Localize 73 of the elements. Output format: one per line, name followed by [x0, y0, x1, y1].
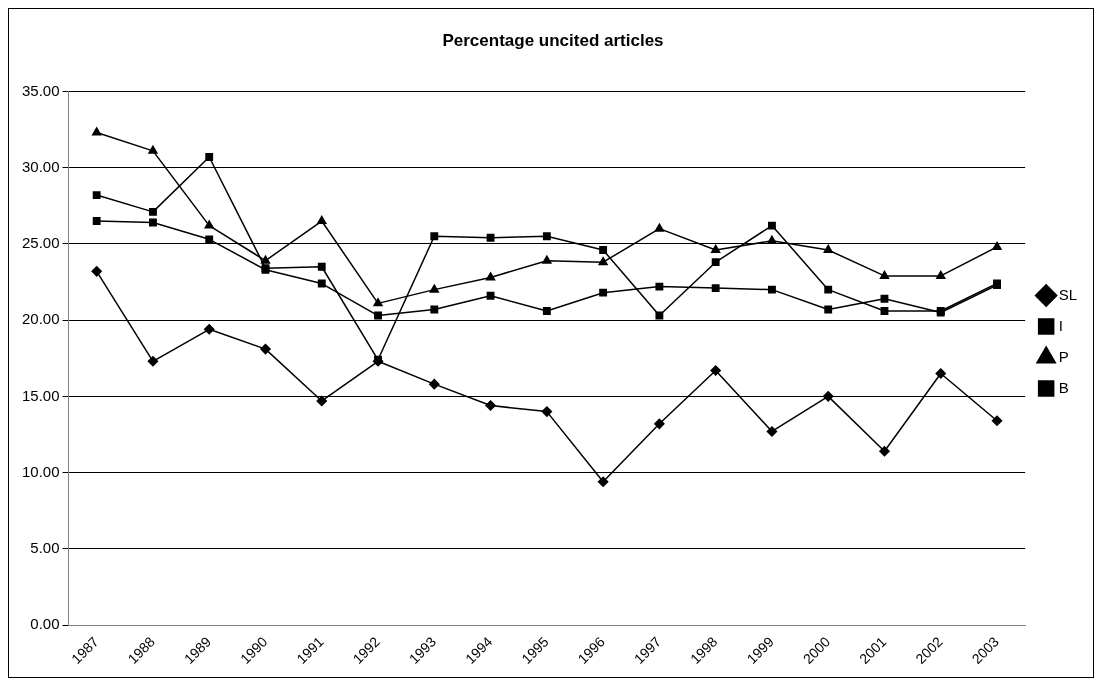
- point: [542, 307, 551, 315]
- point: [203, 324, 215, 335]
- legend-label: P: [1058, 347, 1069, 365]
- y-tick-label: 25.00: [21, 234, 60, 252]
- point: [767, 235, 777, 244]
- point: [654, 418, 665, 430]
- point: [542, 232, 551, 241]
- point: [768, 221, 776, 230]
- point: [260, 255, 271, 264]
- y-tick-label: 20.00: [21, 310, 60, 328]
- point: [710, 365, 721, 376]
- point: [92, 217, 101, 225]
- point: [429, 284, 439, 293]
- legend-label: I: [1058, 316, 1063, 334]
- point: [204, 220, 214, 229]
- y-tick-label: 5.00: [30, 539, 60, 556]
- point: [91, 266, 102, 277]
- point: [824, 285, 833, 294]
- point: [599, 246, 608, 254]
- point: [485, 400, 496, 411]
- point: [205, 153, 214, 161]
- point: [148, 145, 158, 154]
- point: [991, 415, 1003, 427]
- y-tick-label: 10.00: [21, 462, 60, 480]
- y-tick-label: 30.00: [21, 157, 60, 175]
- point: [149, 207, 157, 216]
- chart-title: Percentage uncited articles: [442, 30, 664, 50]
- point: [486, 291, 495, 300]
- point: [541, 406, 553, 417]
- point: [542, 255, 552, 264]
- legend-label: B: [1058, 378, 1069, 396]
- point: [429, 378, 440, 390]
- point: [711, 284, 720, 293]
- point: [822, 391, 834, 402]
- point: [655, 311, 664, 320]
- point: [879, 270, 890, 279]
- point: [92, 191, 101, 200]
- y-tick-label: 0.00: [30, 615, 60, 633]
- point: [992, 241, 1002, 250]
- point: [880, 307, 889, 315]
- point: [485, 272, 496, 281]
- point: [711, 244, 721, 253]
- point: [768, 285, 776, 294]
- point: [317, 215, 327, 225]
- y-tick-label: 15.00: [21, 386, 60, 404]
- point: [824, 305, 833, 314]
- point: [260, 343, 271, 355]
- point: [654, 223, 665, 232]
- point: [597, 476, 609, 488]
- point: [766, 426, 778, 437]
- point: [205, 235, 214, 244]
- point: [430, 305, 439, 314]
- point: [936, 270, 946, 279]
- point: [599, 288, 608, 297]
- point: [935, 368, 946, 379]
- point: [879, 446, 890, 457]
- point: [430, 232, 439, 241]
- point: [373, 298, 383, 307]
- point: [149, 218, 157, 227]
- point: [147, 356, 159, 367]
- point: [823, 244, 833, 253]
- point: [486, 233, 495, 242]
- point: [317, 262, 326, 271]
- point: [92, 127, 102, 136]
- point: [655, 282, 664, 291]
- point: [598, 256, 608, 266]
- y-tick-label: 35.00: [21, 81, 60, 99]
- point: [374, 311, 382, 320]
- point: [317, 279, 326, 288]
- point: [316, 395, 328, 407]
- legend-label: SL: [1058, 285, 1078, 303]
- point: [711, 258, 720, 267]
- point: [880, 294, 889, 303]
